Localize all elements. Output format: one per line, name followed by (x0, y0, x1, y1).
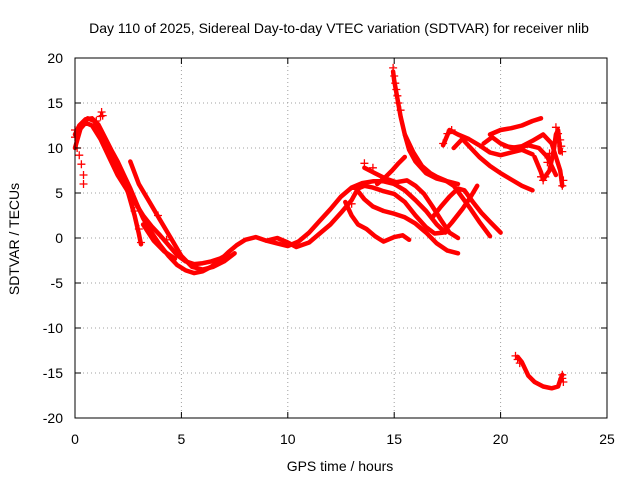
data-point-marker (554, 129, 563, 138)
data-point-marker (392, 85, 401, 94)
chart-title: Day 110 of 2025, Sidereal Day-to-day VTE… (89, 20, 589, 36)
data-point-marker (396, 106, 405, 115)
x-tick-label: 0 (71, 431, 79, 447)
data-point-marker (391, 79, 400, 88)
data-point-marker (559, 176, 568, 185)
series-track-07 (343, 199, 412, 244)
data-point-marker (162, 235, 171, 244)
data-point-marker (556, 135, 565, 144)
series-track-15 (451, 136, 535, 193)
series-track-10 (374, 154, 408, 187)
data-point-marker (360, 159, 369, 168)
y-axis-label: SDTVAR / TECUs (6, 183, 22, 295)
x-tick-label: 5 (178, 431, 186, 447)
data-point-marker (558, 374, 567, 383)
data-point-marker (79, 180, 88, 188)
series-track-17 (487, 116, 544, 137)
x-tick-label: 20 (493, 431, 509, 447)
data-point-marker (559, 378, 568, 386)
y-tick-label: 20 (47, 50, 63, 66)
series-track-08 (353, 186, 461, 256)
y-tick-label: -15 (43, 365, 63, 381)
data-series-group (72, 69, 565, 391)
series-track-04 (128, 159, 237, 272)
data-point-marker (558, 147, 567, 156)
data-point-marker (136, 238, 145, 247)
data-point-marker (134, 225, 143, 233)
data-point-marker (97, 108, 106, 116)
data-point-marker (439, 139, 448, 148)
data-point-marker (79, 171, 88, 179)
y-tick-label: 10 (47, 140, 63, 156)
y-tick-label: 0 (55, 230, 63, 246)
data-point-marker (443, 129, 452, 138)
data-point-marker (557, 142, 566, 151)
x-axis-label: GPS time / hours (287, 458, 394, 474)
axes: 0 5 10 15 20 25 -20 -15 -10 -5 0 5 10 15 20 (43, 50, 615, 447)
x-tick-label: 25 (599, 431, 615, 447)
data-point-marker (393, 91, 402, 100)
series-track-02 (72, 116, 144, 247)
data-point-marker (515, 359, 524, 368)
data-point-marker (347, 199, 356, 208)
data-point-marker (77, 160, 86, 169)
data-point-marker (153, 211, 162, 220)
data-point-marker (541, 172, 550, 181)
data-point-marker (75, 151, 84, 160)
y-tick-label: -5 (51, 275, 64, 291)
data-point-marker (98, 111, 107, 120)
data-point-marker (368, 163, 377, 172)
series-track-14 (440, 127, 535, 158)
data-point-marker (545, 149, 554, 158)
y-tick-label: 5 (55, 185, 63, 201)
series-track-12 (402, 132, 493, 239)
y-tick-label: -20 (43, 410, 63, 426)
data-point-marker (394, 99, 403, 107)
data-point-marker (447, 126, 456, 134)
series-track-03 (77, 120, 231, 267)
data-point-marker (92, 117, 101, 125)
series-track-05 (140, 222, 178, 261)
y-tick-label: 15 (47, 95, 63, 111)
data-point-marker (389, 63, 398, 72)
data-point-marker (96, 112, 105, 121)
data-point-marker (544, 153, 553, 162)
series-track-09 (362, 165, 461, 241)
data-point-marker (551, 123, 560, 132)
series-track-13 (430, 186, 503, 235)
y-tick-label: -10 (43, 320, 63, 336)
data-point-marker (124, 184, 133, 193)
data-point-marker (130, 207, 139, 215)
data-point-marker (558, 181, 567, 190)
data-point-marker (390, 72, 399, 80)
data-point-marker (351, 185, 360, 194)
data-markers-group (71, 63, 568, 386)
x-tick-label: 10 (280, 431, 296, 447)
data-point-marker (543, 158, 552, 167)
x-tick-label: 15 (386, 431, 402, 447)
